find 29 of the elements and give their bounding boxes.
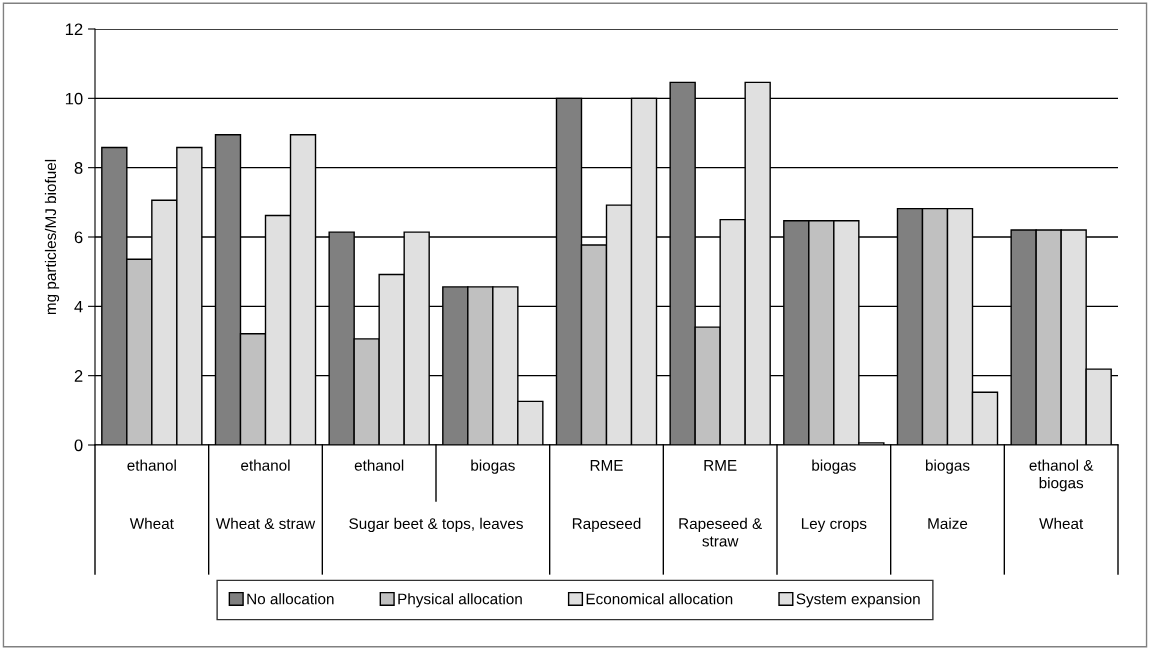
y-tick-label: 4: [74, 300, 83, 313]
text: Ley crops: [801, 518, 867, 533]
x-tick-label: ethanol: [241, 459, 290, 471]
x-tick-label: biogas: [812, 459, 856, 474]
x-tick-label: ethanol: [127, 459, 176, 471]
legend-label: System expansion: [796, 593, 920, 608]
legend-label: Economical allocation: [586, 593, 733, 605]
text: Sugar beet & tops, leaves: [349, 517, 523, 533]
y-tick-label: 8: [74, 162, 83, 174]
text: Wheat: [129, 517, 174, 530]
text: Maize: [928, 517, 968, 530]
x-tick-label: biogas: [925, 459, 970, 474]
x-tick-label: biogas: [471, 459, 515, 474]
text: Wheat: [1039, 517, 1084, 530]
y-tick-label: 10: [65, 92, 83, 105]
text: Wheat & straw: [215, 517, 316, 530]
x-tick-label: ethanol: [354, 459, 404, 471]
y-tick-label: 12: [65, 23, 83, 36]
x-tick-label: RME: [704, 460, 737, 471]
legend-label: Physical allocation: [398, 593, 522, 608]
y-tick-label: 6: [74, 231, 83, 244]
y-axis-title: mg particles/MJ biofuel: [44, 159, 60, 315]
legend-label: No allocation: [247, 593, 334, 605]
x-tick-label: RME: [590, 460, 623, 471]
y-tick-label: 0: [74, 439, 83, 452]
x-tick-label: ethanol & biogas: [1029, 459, 1094, 492]
text: Rapeseed & straw: [679, 517, 762, 547]
y-tick-label: 2: [74, 370, 83, 382]
text: Rapeseed: [572, 517, 641, 533]
